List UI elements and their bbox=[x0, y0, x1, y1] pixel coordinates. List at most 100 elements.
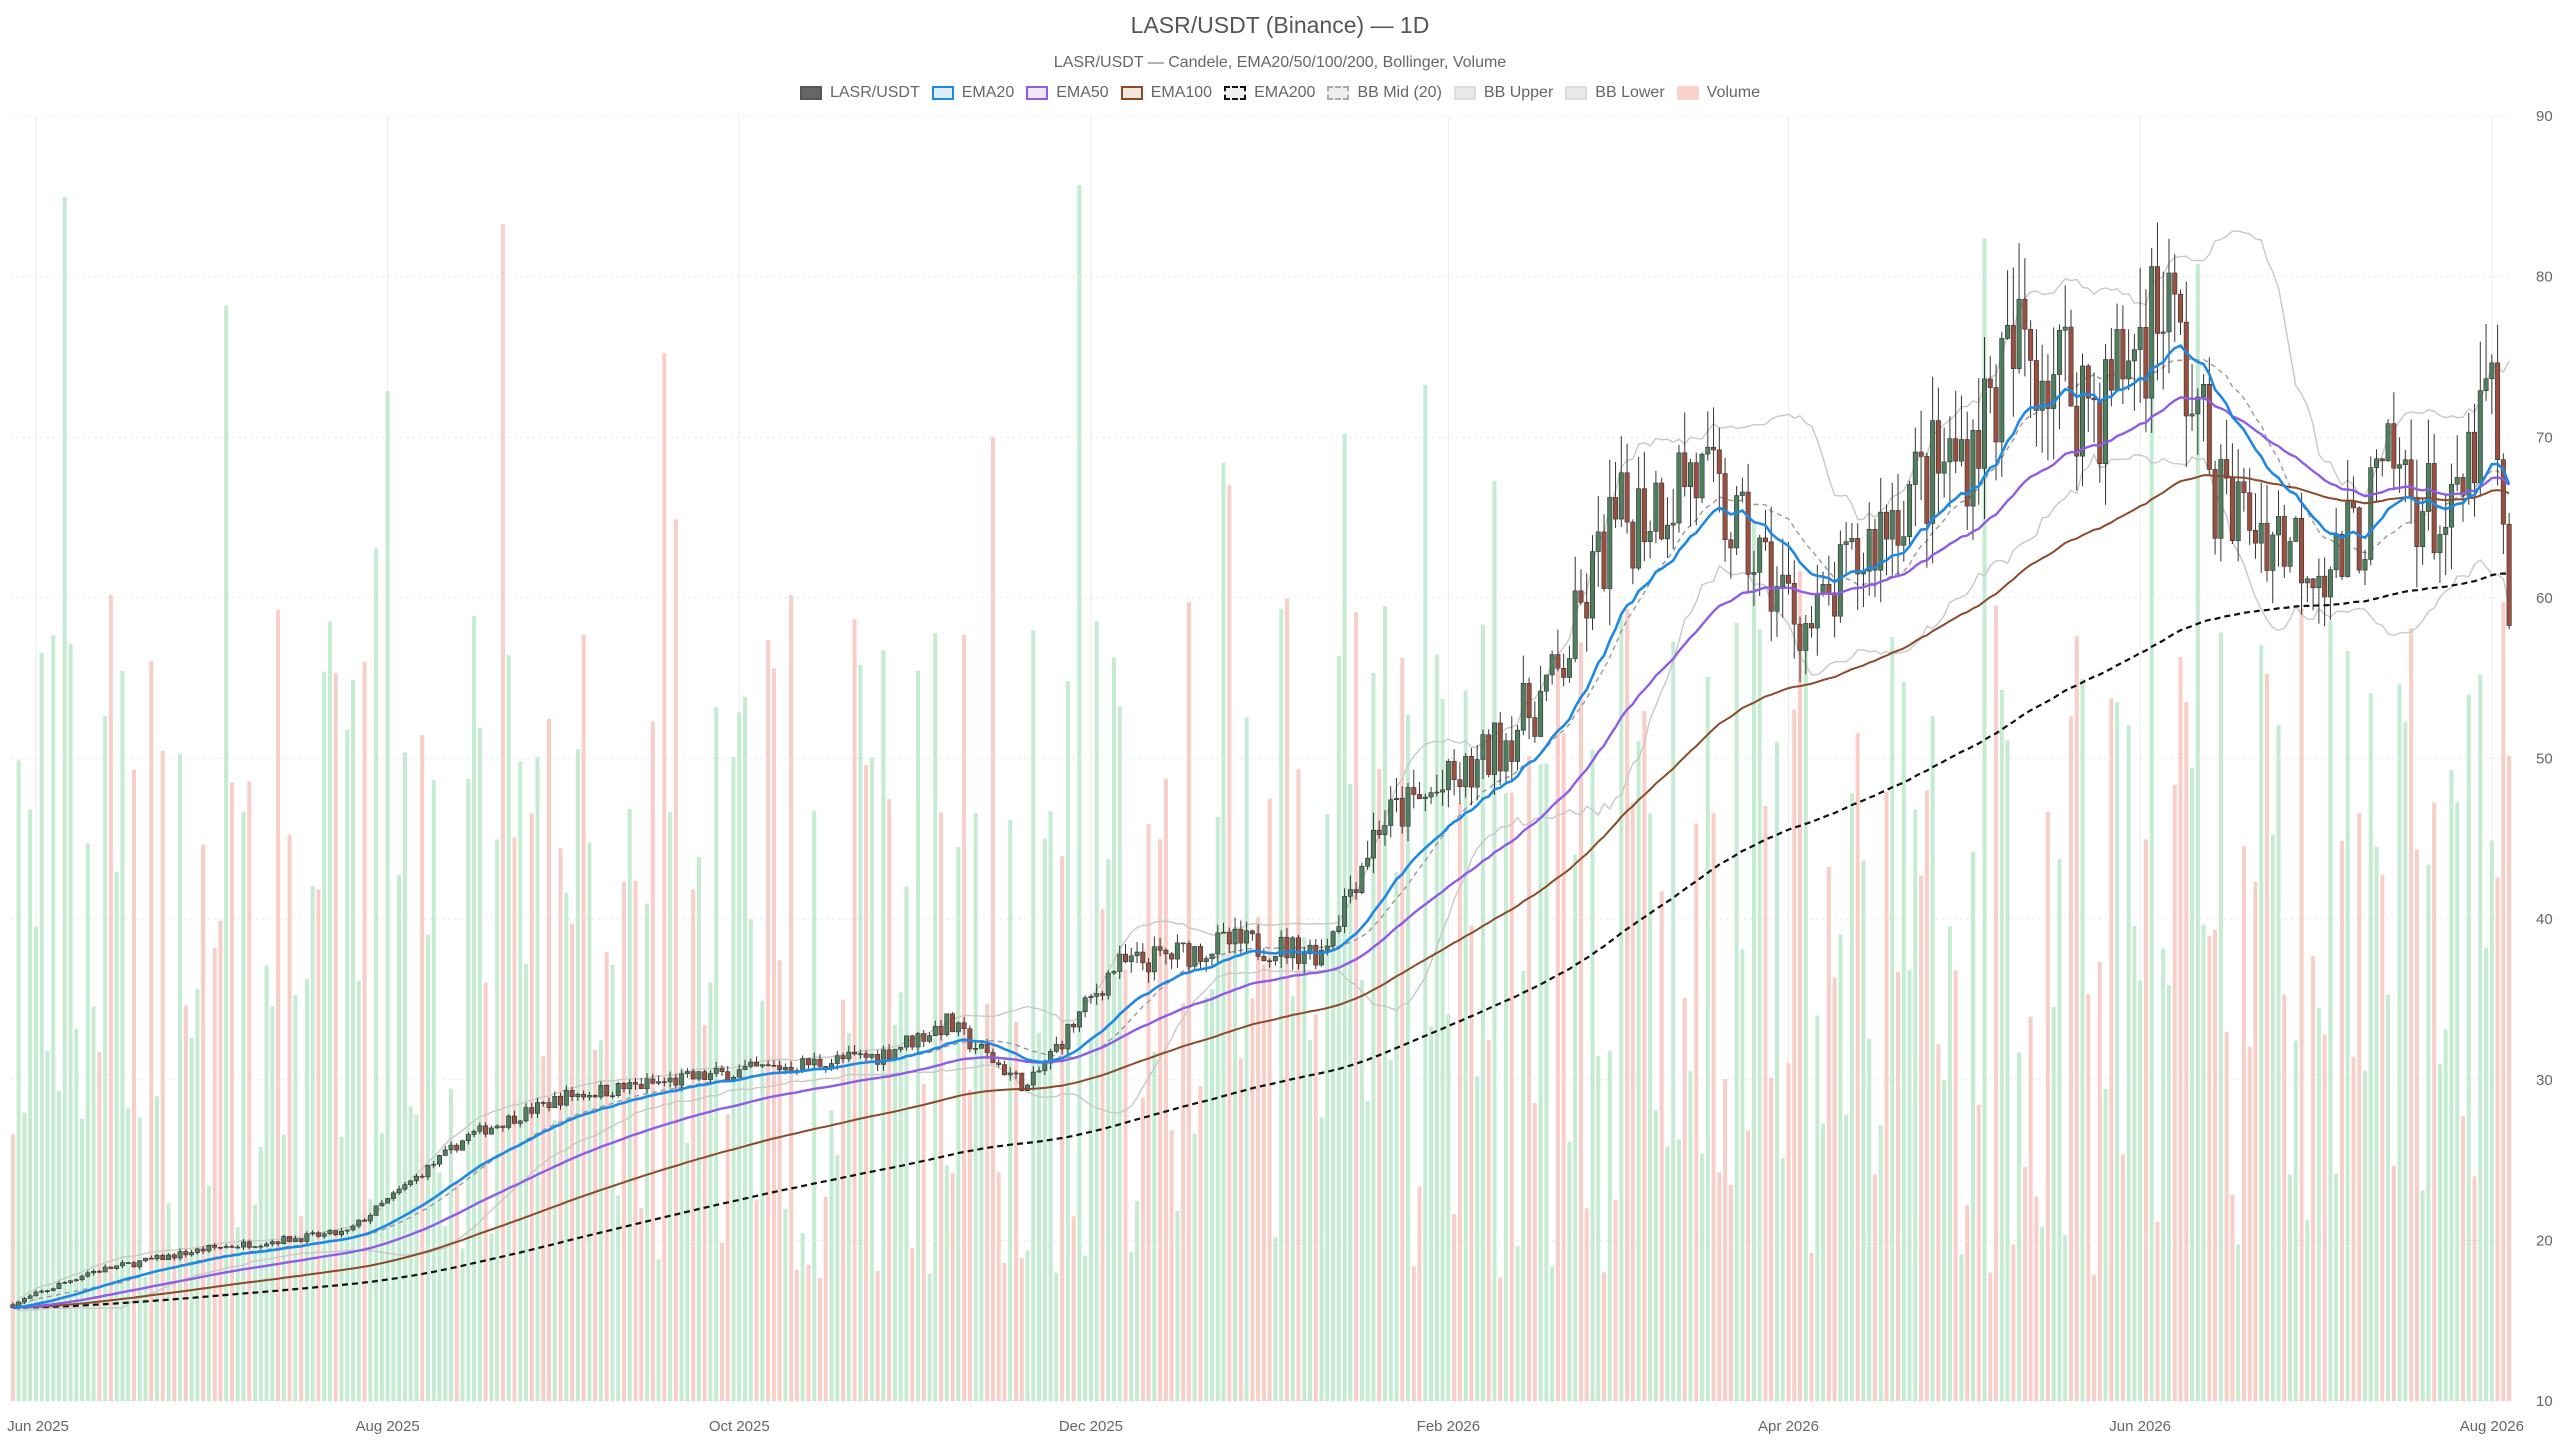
volume-bar bbox=[1613, 1199, 1618, 1401]
volume-bar bbox=[224, 305, 229, 1402]
candle-body bbox=[1417, 794, 1423, 799]
candle-body bbox=[2149, 266, 2155, 399]
volume-bar bbox=[1198, 1086, 1203, 1401]
candle-body bbox=[2287, 541, 2293, 567]
volume-bar bbox=[1371, 673, 1376, 1401]
candle-body bbox=[932, 1025, 938, 1036]
volume-bar bbox=[2414, 849, 2419, 1401]
volume-bar bbox=[2022, 1166, 2027, 1401]
volume-bar bbox=[460, 1248, 465, 1401]
volume-bar bbox=[1071, 1216, 1076, 1401]
candle-body bbox=[154, 1255, 160, 1260]
volume-bar bbox=[2495, 877, 2500, 1401]
legend-item-2[interactable]: EMA50 bbox=[1026, 84, 1109, 102]
volume-bar bbox=[1630, 802, 1635, 1401]
candle-body bbox=[148, 1257, 154, 1260]
volume-bar bbox=[2334, 1173, 2339, 1401]
volume-bar bbox=[564, 892, 569, 1401]
legend-item-6[interactable]: BB Upper bbox=[1453, 84, 1553, 102]
candle-body bbox=[1561, 668, 1567, 678]
volume-bar bbox=[2455, 802, 2460, 1401]
candle-body bbox=[1826, 583, 1832, 594]
candle-body bbox=[846, 1051, 852, 1060]
volume-bar bbox=[1261, 964, 1266, 1401]
volume-bar bbox=[1359, 980, 1364, 1401]
candle-body bbox=[517, 1120, 523, 1124]
volume-bar bbox=[137, 1117, 142, 1401]
candle-body bbox=[1111, 971, 1117, 974]
x-tick-label: Dec 2025 bbox=[1059, 1418, 1123, 1435]
volume-bar bbox=[2437, 1063, 2442, 1401]
volume-bar bbox=[668, 812, 673, 1401]
candle-body bbox=[91, 1271, 97, 1274]
candle-body bbox=[2333, 533, 2339, 571]
volume-bar bbox=[1192, 1133, 1197, 1401]
volume-bar bbox=[714, 707, 719, 1401]
candle-body bbox=[961, 1022, 967, 1029]
candle-body bbox=[2270, 534, 2276, 571]
candle-body bbox=[2414, 497, 2420, 548]
legend-item-8[interactable]: Volume bbox=[1676, 84, 1760, 102]
candle-body bbox=[1762, 537, 1768, 543]
candle-body bbox=[869, 1053, 875, 1058]
volume-bar bbox=[1959, 1253, 1964, 1401]
volume-bar bbox=[2316, 1008, 2321, 1401]
candle-body bbox=[1290, 937, 1296, 959]
candle-body bbox=[2005, 324, 2011, 339]
candle-body bbox=[1399, 797, 1405, 827]
candle-body bbox=[1751, 572, 1757, 575]
volume-bar bbox=[719, 1242, 724, 1401]
legend-item-3[interactable]: EMA100 bbox=[1120, 84, 1212, 102]
candle-body bbox=[1976, 430, 1982, 469]
volume-bar bbox=[1878, 1125, 1883, 1401]
candle-body bbox=[1930, 420, 1936, 524]
volume-bar bbox=[1544, 763, 1549, 1401]
candle-body bbox=[269, 1241, 275, 1245]
volume-bar bbox=[229, 782, 234, 1401]
volume-bar bbox=[743, 696, 748, 1401]
candle-body bbox=[1071, 1023, 1077, 1028]
candle-body bbox=[771, 1065, 777, 1067]
volume-bar bbox=[1250, 998, 1255, 1401]
candle-body bbox=[788, 1066, 794, 1072]
volume-bar bbox=[1584, 1208, 1589, 1401]
volume-bar bbox=[1994, 605, 1999, 1401]
candle-body bbox=[2489, 362, 2495, 380]
candle-body bbox=[1895, 510, 1901, 546]
candle-body bbox=[287, 1236, 293, 1242]
candle-body bbox=[1151, 946, 1157, 973]
candle-body bbox=[252, 1246, 258, 1248]
candle-body bbox=[2276, 516, 2282, 536]
candle-body bbox=[1584, 601, 1590, 619]
candle-body bbox=[615, 1082, 621, 1097]
legend-item-4[interactable]: EMA200 bbox=[1224, 84, 1315, 102]
volume-bar bbox=[2190, 767, 2195, 1401]
candle-body bbox=[575, 1093, 581, 1098]
legend-item-0[interactable]: LASR/USDT bbox=[799, 84, 920, 102]
volume-bar bbox=[1302, 937, 1307, 1401]
candle-body bbox=[315, 1232, 321, 1237]
candle-body bbox=[2299, 518, 2305, 584]
candle-body bbox=[535, 1102, 540, 1114]
candle-body bbox=[1221, 931, 1227, 934]
volume-bar bbox=[1723, 1078, 1728, 1401]
legend-item-5[interactable]: BB Mid (20) bbox=[1327, 84, 1442, 102]
ema50-line bbox=[12, 396, 2510, 1309]
candle-body bbox=[408, 1180, 414, 1185]
volume-bar bbox=[1653, 1110, 1658, 1401]
volume-bar bbox=[1567, 1141, 1572, 1401]
volume-bar bbox=[2143, 839, 2148, 1401]
volume-bar bbox=[881, 650, 886, 1401]
candle-body bbox=[1739, 491, 1745, 496]
volume-bar bbox=[327, 621, 332, 1401]
volume-bar bbox=[2230, 1194, 2235, 1401]
candle-body bbox=[1186, 943, 1192, 967]
legend-item-1[interactable]: EMA20 bbox=[931, 84, 1014, 102]
candle-body bbox=[281, 1236, 287, 1245]
y-tick-label: 10 bbox=[2536, 1393, 2553, 1410]
volume-bar bbox=[1446, 1014, 1451, 1401]
volume-bar bbox=[2472, 1176, 2477, 1401]
legend-item-7[interactable]: BB Lower bbox=[1565, 84, 1665, 102]
candle-body bbox=[2068, 326, 2074, 407]
